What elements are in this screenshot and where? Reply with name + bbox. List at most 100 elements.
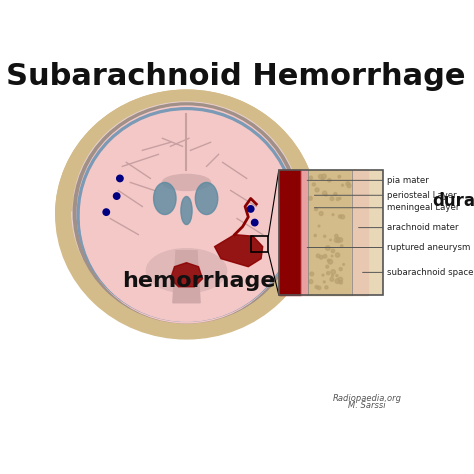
Text: M. Sarssi: M. Sarssi xyxy=(348,401,386,410)
Circle shape xyxy=(347,184,351,188)
Circle shape xyxy=(336,274,338,277)
Ellipse shape xyxy=(146,249,227,293)
Circle shape xyxy=(309,280,313,283)
Circle shape xyxy=(330,277,334,281)
Polygon shape xyxy=(171,263,202,287)
Circle shape xyxy=(335,279,340,283)
Circle shape xyxy=(323,281,325,283)
Circle shape xyxy=(338,277,343,282)
Circle shape xyxy=(325,194,327,196)
Ellipse shape xyxy=(195,182,218,215)
Ellipse shape xyxy=(73,102,301,324)
Text: periosteal Layer: periosteal Layer xyxy=(387,191,457,200)
Circle shape xyxy=(310,272,314,276)
Text: meningeal Layer: meningeal Layer xyxy=(387,203,459,212)
Circle shape xyxy=(346,182,350,186)
Circle shape xyxy=(340,245,343,247)
Circle shape xyxy=(326,265,328,268)
Bar xyxy=(279,170,301,295)
Ellipse shape xyxy=(77,107,296,322)
Text: hemorrhage: hemorrhage xyxy=(122,271,275,291)
Circle shape xyxy=(338,215,342,218)
Circle shape xyxy=(323,255,327,258)
Polygon shape xyxy=(215,235,263,267)
Circle shape xyxy=(336,253,340,257)
Bar xyxy=(279,170,383,295)
Circle shape xyxy=(339,281,342,284)
Ellipse shape xyxy=(72,100,301,321)
Circle shape xyxy=(330,197,334,201)
Circle shape xyxy=(331,249,335,253)
Polygon shape xyxy=(77,186,126,271)
Circle shape xyxy=(343,264,345,265)
Ellipse shape xyxy=(77,105,296,320)
Circle shape xyxy=(319,211,323,216)
Circle shape xyxy=(316,254,320,257)
Text: subarachnoid space: subarachnoid space xyxy=(387,268,474,277)
Circle shape xyxy=(334,238,338,242)
Circle shape xyxy=(315,188,319,192)
Circle shape xyxy=(342,184,344,186)
Polygon shape xyxy=(173,251,200,303)
Circle shape xyxy=(309,196,312,200)
Ellipse shape xyxy=(56,90,317,339)
Polygon shape xyxy=(56,90,317,215)
Ellipse shape xyxy=(80,110,293,319)
Circle shape xyxy=(335,234,338,238)
Bar xyxy=(301,170,308,295)
Ellipse shape xyxy=(80,114,293,323)
Circle shape xyxy=(328,179,331,182)
Text: pia mater: pia mater xyxy=(387,176,429,185)
Circle shape xyxy=(330,239,331,241)
Ellipse shape xyxy=(154,182,176,215)
Circle shape xyxy=(252,219,258,226)
Circle shape xyxy=(337,239,340,243)
Circle shape xyxy=(312,183,315,186)
Circle shape xyxy=(321,177,324,180)
Circle shape xyxy=(328,259,333,264)
Text: arachnoid mater: arachnoid mater xyxy=(387,223,459,232)
Circle shape xyxy=(315,285,318,289)
Circle shape xyxy=(331,270,336,274)
Circle shape xyxy=(322,191,327,195)
Circle shape xyxy=(314,234,316,237)
Text: Subarachnoid Hemorrhage: Subarachnoid Hemorrhage xyxy=(7,62,466,91)
Circle shape xyxy=(318,286,321,290)
Ellipse shape xyxy=(163,174,210,191)
Circle shape xyxy=(328,259,330,262)
Circle shape xyxy=(337,237,339,240)
Circle shape xyxy=(341,215,345,219)
Circle shape xyxy=(322,274,324,276)
Circle shape xyxy=(319,174,323,179)
Text: ruptured aneurysm: ruptured aneurysm xyxy=(387,243,471,252)
Circle shape xyxy=(310,176,312,179)
Circle shape xyxy=(339,267,342,271)
Circle shape xyxy=(339,197,341,200)
Circle shape xyxy=(331,274,333,277)
Circle shape xyxy=(324,235,326,237)
Bar xyxy=(279,170,383,295)
Circle shape xyxy=(336,198,339,201)
Ellipse shape xyxy=(181,197,192,225)
Circle shape xyxy=(318,225,320,227)
Bar xyxy=(352,170,368,295)
Circle shape xyxy=(322,174,326,179)
Text: dura: dura xyxy=(432,192,474,210)
Text: Radiopaedia.org: Radiopaedia.org xyxy=(333,394,401,403)
Circle shape xyxy=(325,286,328,289)
Circle shape xyxy=(334,192,337,195)
Circle shape xyxy=(315,208,318,210)
Circle shape xyxy=(319,255,323,259)
Bar xyxy=(251,236,268,252)
Circle shape xyxy=(332,214,334,216)
Polygon shape xyxy=(248,186,296,271)
Circle shape xyxy=(103,209,109,215)
Circle shape xyxy=(338,238,343,242)
Circle shape xyxy=(117,175,123,182)
Circle shape xyxy=(247,206,254,212)
Circle shape xyxy=(327,272,330,275)
Circle shape xyxy=(113,193,120,199)
Circle shape xyxy=(326,246,330,250)
Bar xyxy=(308,170,352,295)
Circle shape xyxy=(331,255,333,257)
